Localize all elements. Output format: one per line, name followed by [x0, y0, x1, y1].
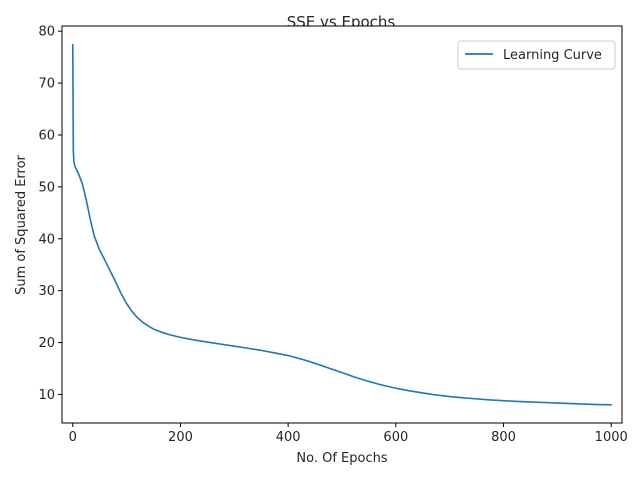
y-tick-label: 60 — [38, 128, 55, 143]
ticks: 0 200 400 600 800 1000 10 20 30 40 50 60 70 80 — [38, 25, 627, 445]
y-tick-label: 20 — [38, 336, 55, 351]
x-tick-label: 1000 — [595, 430, 628, 445]
axes-frame — [61, 25, 623, 424]
x-tick-label: 600 — [383, 430, 408, 445]
x-axis-label: No. Of Epochs — [296, 451, 387, 466]
x-tick-label: 0 — [69, 430, 77, 445]
legend: Learning Curve — [457, 40, 616, 70]
legend-box — [457, 40, 616, 70]
y-axis-label: Sum of Squared Error — [14, 154, 29, 294]
axes-background — [62, 26, 622, 423]
series-line-learning-curve — [71, 43, 613, 406]
y-tick-label: 50 — [38, 180, 55, 195]
x-tick-label: 400 — [276, 430, 301, 445]
y-tick-label: 80 — [38, 25, 55, 40]
x-tick-label: 800 — [491, 430, 516, 445]
legend-label-learning-curve: Learning Curve — [503, 48, 602, 63]
y-tick-label: 30 — [38, 284, 55, 299]
series-layer — [71, 43, 613, 406]
plot-area — [62, 26, 622, 423]
y-tick-label: 70 — [38, 77, 55, 92]
x-tick-label: 200 — [168, 430, 193, 445]
y-tick-label: 40 — [38, 232, 55, 247]
y-tick-label: 10 — [38, 388, 55, 403]
